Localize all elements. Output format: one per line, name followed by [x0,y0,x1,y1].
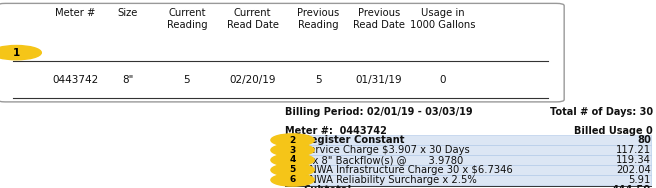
Circle shape [0,45,41,60]
Text: 5.91: 5.91 [628,175,651,185]
Text: 8": 8" [122,75,134,85]
Text: Meter #: Meter # [55,8,96,18]
Text: Usage in
1000 Gallons: Usage in 1000 Gallons [410,8,476,30]
Text: 5: 5 [289,165,296,174]
Circle shape [271,164,314,176]
Text: 02/20/19: 02/20/19 [230,75,276,85]
Text: SNWA Infrastructure Charge 30 x $6.7346: SNWA Infrastructure Charge 30 x $6.7346 [303,165,513,175]
FancyBboxPatch shape [285,175,651,185]
Circle shape [271,144,314,156]
Text: Previous
Read Date: Previous Read Date [353,8,405,30]
Circle shape [271,134,314,146]
Text: Previous
Reading: Previous Reading [297,8,339,30]
Text: 0: 0 [440,75,446,85]
Text: Billing Period: 02/01/19 - 03/03/19: Billing Period: 02/01/19 - 03/03/19 [285,107,473,117]
Text: Current
Read Date: Current Read Date [226,8,279,30]
Text: 1: 1 [12,48,20,58]
FancyBboxPatch shape [285,145,651,155]
Text: 3: 3 [289,146,296,155]
Circle shape [271,174,314,186]
Text: Subtotal: Subtotal [303,185,351,188]
FancyBboxPatch shape [0,3,564,102]
FancyBboxPatch shape [285,165,651,175]
Text: 80: 80 [637,135,651,145]
FancyBboxPatch shape [285,155,651,165]
Text: 1 x 8" Backflow(s) @       3.9780: 1 x 8" Backflow(s) @ 3.9780 [303,155,463,165]
FancyBboxPatch shape [285,135,651,145]
Text: Current
Reading: Current Reading [167,8,207,30]
Text: Size: Size [117,8,138,18]
Text: Total # of Days: 30: Total # of Days: 30 [550,107,653,117]
Text: 5: 5 [184,75,190,85]
Text: SNWA Reliability Surcharge x 2.5%: SNWA Reliability Surcharge x 2.5% [303,175,477,185]
Text: 0443742: 0443742 [52,75,98,85]
Text: 2: 2 [289,136,296,145]
Text: 202.04: 202.04 [616,165,651,175]
Text: 117.21: 117.21 [615,145,651,155]
Text: 6: 6 [289,175,296,184]
Text: 5: 5 [315,75,321,85]
Text: 119.34: 119.34 [616,155,651,165]
Text: 01/31/19: 01/31/19 [356,75,403,85]
Text: Register Constant: Register Constant [303,135,405,145]
Text: 444.50: 444.50 [611,185,651,188]
Circle shape [271,154,314,166]
Text: Service Charge $3.907 x 30 Days: Service Charge $3.907 x 30 Days [303,145,470,155]
Text: Billed Usage 0: Billed Usage 0 [574,126,653,136]
Text: Meter #:  0443742: Meter #: 0443742 [285,126,387,136]
Text: 4: 4 [289,155,296,164]
